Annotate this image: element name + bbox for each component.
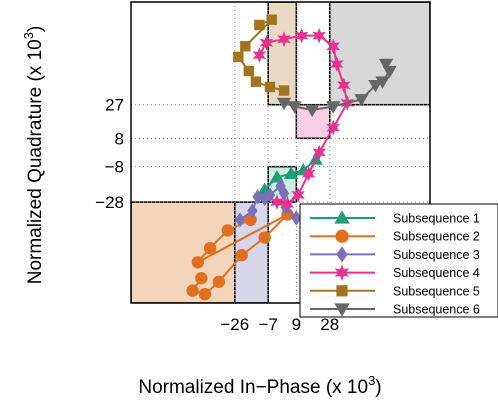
y-tick-label-2: 8: [115, 129, 124, 148]
series-6-point-1: [378, 58, 394, 72]
series-6-point-2: [382, 65, 397, 79]
series-4-point-12: [294, 27, 309, 44]
legend-label-4: Subsequence 4: [393, 266, 480, 280]
y-tick-label-4: −28: [95, 193, 124, 212]
series-3-point-3: [252, 189, 263, 205]
series-3-point-9: [291, 210, 302, 226]
legend-label-6: Subsequence 6: [393, 303, 480, 317]
series-5-point-7: [264, 81, 276, 93]
x-tick-label-2: −7: [258, 315, 277, 334]
series-3-point-2: [247, 203, 258, 219]
series-4-point-14: [259, 34, 274, 51]
series-5-point-1: [254, 19, 265, 31]
series-1-point-3: [283, 166, 299, 179]
legend-marker-3: [336, 246, 348, 263]
series-5-point-3: [240, 41, 251, 52]
series-2-point-10: [221, 224, 234, 237]
shaded-regions: [131, 2, 430, 303]
legend-entry-2: Subsequence 2: [310, 229, 480, 244]
x-axis-label: Normalized In−Phase (x 103): [138, 373, 381, 398]
tick-labels: −26 −7 9 28 27 8 −8 −28: [95, 96, 339, 334]
series-5-point-6: [250, 76, 262, 87]
series-layer: [186, 14, 397, 301]
series-2-point-2: [186, 284, 199, 297]
legend-marker-1: [334, 210, 350, 224]
legend-marker-6: [334, 303, 350, 317]
series-2-point-3: [198, 287, 212, 301]
series-4-point-4: [301, 165, 316, 182]
series-2-point-8: [191, 256, 205, 269]
series-2-point-11: [244, 213, 257, 226]
series-4-point-15: [252, 47, 267, 63]
series-4-point-3: [291, 187, 305, 203]
series-3-point-1: [234, 212, 246, 228]
series-2-point-1: [195, 272, 208, 285]
series-6-point-8: [287, 101, 302, 114]
legend-entry-3: Subsequence 3: [310, 246, 480, 263]
series-6-point-6: [326, 101, 341, 114]
series-4: [252, 27, 355, 212]
legend-marker-4: [334, 264, 350, 281]
series-4-point-9: [330, 56, 344, 72]
series-6-point-3: [375, 76, 390, 89]
series-3: [234, 178, 302, 228]
series-3-point-7: [278, 185, 290, 201]
legend-entry-4: Subsequence 4: [310, 264, 480, 281]
x-tick-label-4: 28: [320, 315, 339, 334]
y-axis-label: Normalized Quadrature (x 103): [21, 26, 46, 285]
series-6-point-5: [354, 94, 369, 107]
series-6-point-9: [276, 97, 292, 111]
y-tick-label-1: 27: [105, 96, 124, 115]
series-6-point-7: [305, 104, 320, 118]
legend-label-2: Subsequence 2: [393, 230, 480, 244]
series-4-point-5: [312, 144, 326, 161]
series-2-point-5: [235, 249, 248, 262]
series-6: [276, 58, 397, 118]
series-4-point-13: [277, 31, 291, 47]
legend-entry-1: Subsequence 1: [310, 210, 480, 226]
series-2-point-9: [203, 241, 217, 255]
legend-label-1: Subsequence 1: [393, 212, 480, 226]
series-2-point-4: [212, 275, 226, 288]
plot-frame: [130, 1, 431, 304]
legend-entry-5: Subsequence 5: [310, 284, 480, 298]
series-4-point-6: [326, 119, 341, 136]
y-tick-label-3: −8: [105, 158, 124, 177]
legend-marker-2: [335, 229, 349, 243]
legend-entry-6: Subsequence 6: [310, 303, 480, 317]
legend-label-5: Subsequence 5: [393, 284, 480, 298]
series-4-point-11: [312, 27, 326, 44]
series-4-point-1: [270, 194, 284, 210]
x-tick-label-3: 9: [292, 315, 301, 334]
series-5-point-2: [266, 14, 277, 25]
series-5-point-8: [278, 85, 290, 96]
series-5: [233, 14, 290, 96]
series-4-point-8: [337, 77, 351, 94]
series-6-point-4: [368, 80, 383, 93]
legend-box: [299, 203, 498, 318]
legend-marker-5: [336, 285, 348, 297]
series-2-point-6: [258, 231, 271, 244]
series-5-point-5: [243, 65, 255, 77]
legend-label-3: Subsequence 3: [393, 248, 480, 262]
legend: Subsequence 1 Subsequence 2 Subsequence 3 S…: [299, 203, 498, 318]
series-4-point-10: [326, 38, 341, 55]
series-2: [186, 208, 294, 301]
x-tick-label-1: −26: [220, 315, 249, 334]
series-4-point-2: [280, 196, 295, 212]
series-5-point-4: [233, 51, 244, 63]
